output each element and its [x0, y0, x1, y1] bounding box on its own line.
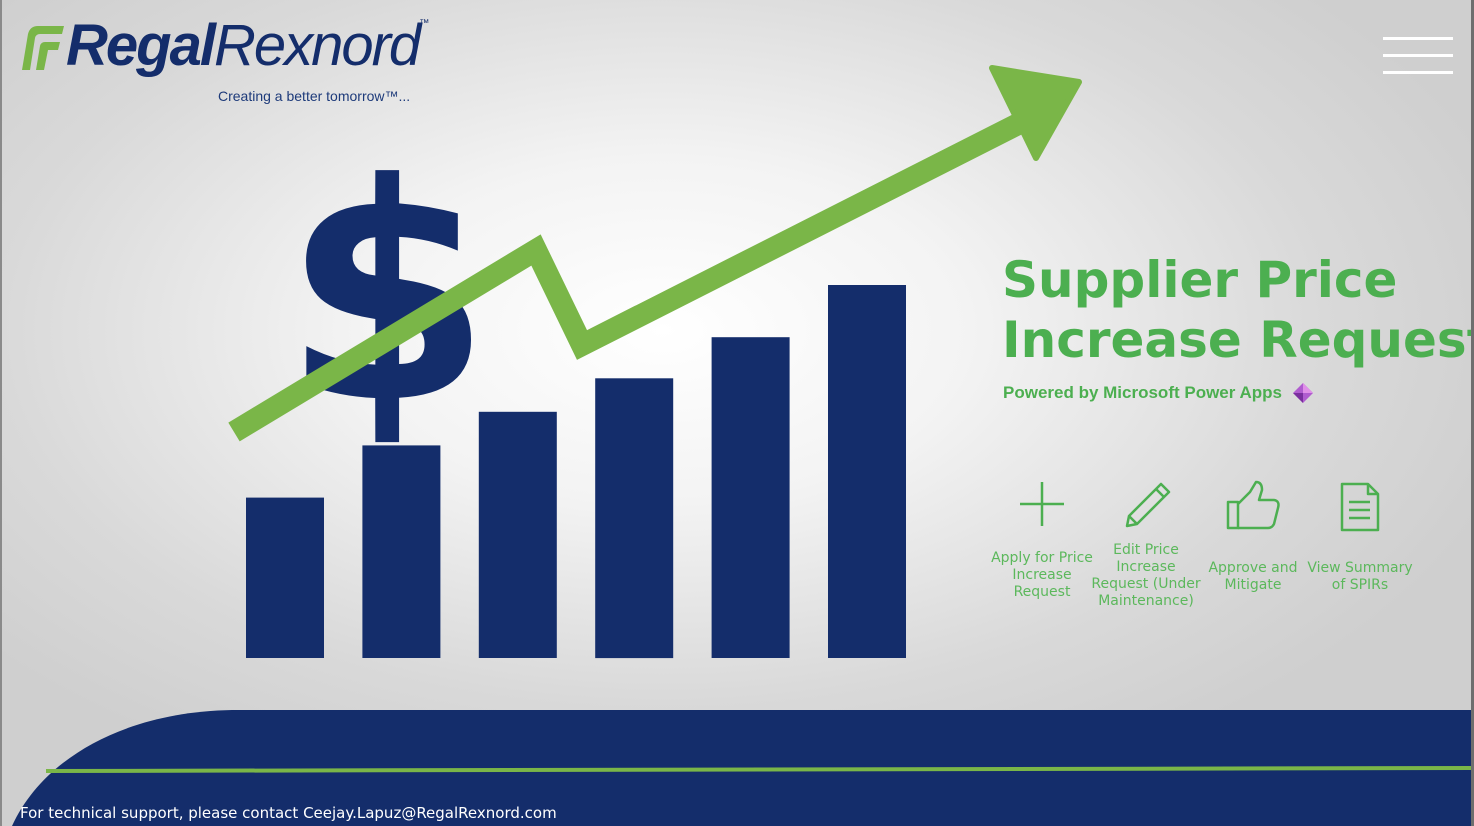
view-summary-button[interactable]: View Summary of SPIRs — [1305, 478, 1415, 594]
page-title-line2: Increase Request — [1002, 311, 1474, 369]
approve-mitigate-label: Approve and Mitigate — [1208, 560, 1298, 593]
logo-mark-icon — [22, 26, 64, 70]
illustration-bar — [478, 411, 557, 658]
hamburger-bar — [1383, 71, 1453, 74]
footer-green-line — [45, 766, 1471, 773]
edit-price-increase-button[interactable]: Edit Price Increase Request (Under Maint… — [1091, 478, 1201, 610]
logo-wordmark-light: Rexnord — [213, 13, 421, 78]
hamburger-menu-icon[interactable] — [1383, 37, 1453, 77]
view-summary-label: View Summary of SPIRs — [1307, 560, 1413, 593]
page-title: Supplier Price Increase Request — [1002, 250, 1474, 370]
hamburger-bar — [1383, 37, 1453, 40]
growth-arrow-line — [228, 108, 1035, 442]
logo-wordmark: RegalRexnord™ — [66, 12, 429, 79]
plus-icon — [1020, 482, 1064, 526]
powered-by-subtitle: Powered by Microsoft Power Apps — [1003, 382, 1314, 404]
pencil-icon — [1125, 482, 1171, 528]
powered-by-text: Powered by Microsoft Power Apps — [1003, 383, 1282, 402]
apply-price-increase-label: Apply for Price Increase Request — [991, 550, 1093, 600]
technical-support-text: For technical support, please contact Ce… — [20, 804, 557, 822]
tagline: Creating a better tomorrow™... — [218, 88, 411, 104]
approve-mitigate-button[interactable]: Approve and Mitigate — [1198, 478, 1308, 594]
page-title-line1: Supplier Price — [1002, 251, 1398, 309]
apply-price-increase-button[interactable]: Apply for Price Increase Request — [987, 478, 1097, 601]
logo-wordmark-bold: Regal — [66, 13, 216, 78]
document-icon — [1340, 482, 1380, 532]
illustration-bar — [711, 337, 790, 658]
thumbs-up-icon — [1226, 480, 1280, 530]
power-apps-icon — [1292, 383, 1313, 403]
logo-trademark: ™ — [419, 18, 430, 29]
growth-arrow-head-icon — [989, 65, 1082, 161]
edit-price-increase-label: Edit Price Increase Request (Under Maint… — [1091, 542, 1201, 609]
illustration-bars — [246, 285, 906, 659]
company-logo: RegalRexnord™ Creating a better tomorrow… — [14, 12, 444, 112]
illustration-bar — [828, 285, 906, 658]
illustration-bar — [362, 445, 441, 658]
illustration-bar — [595, 378, 674, 659]
hamburger-bar — [1383, 54, 1453, 57]
illustration-bar — [246, 497, 324, 658]
